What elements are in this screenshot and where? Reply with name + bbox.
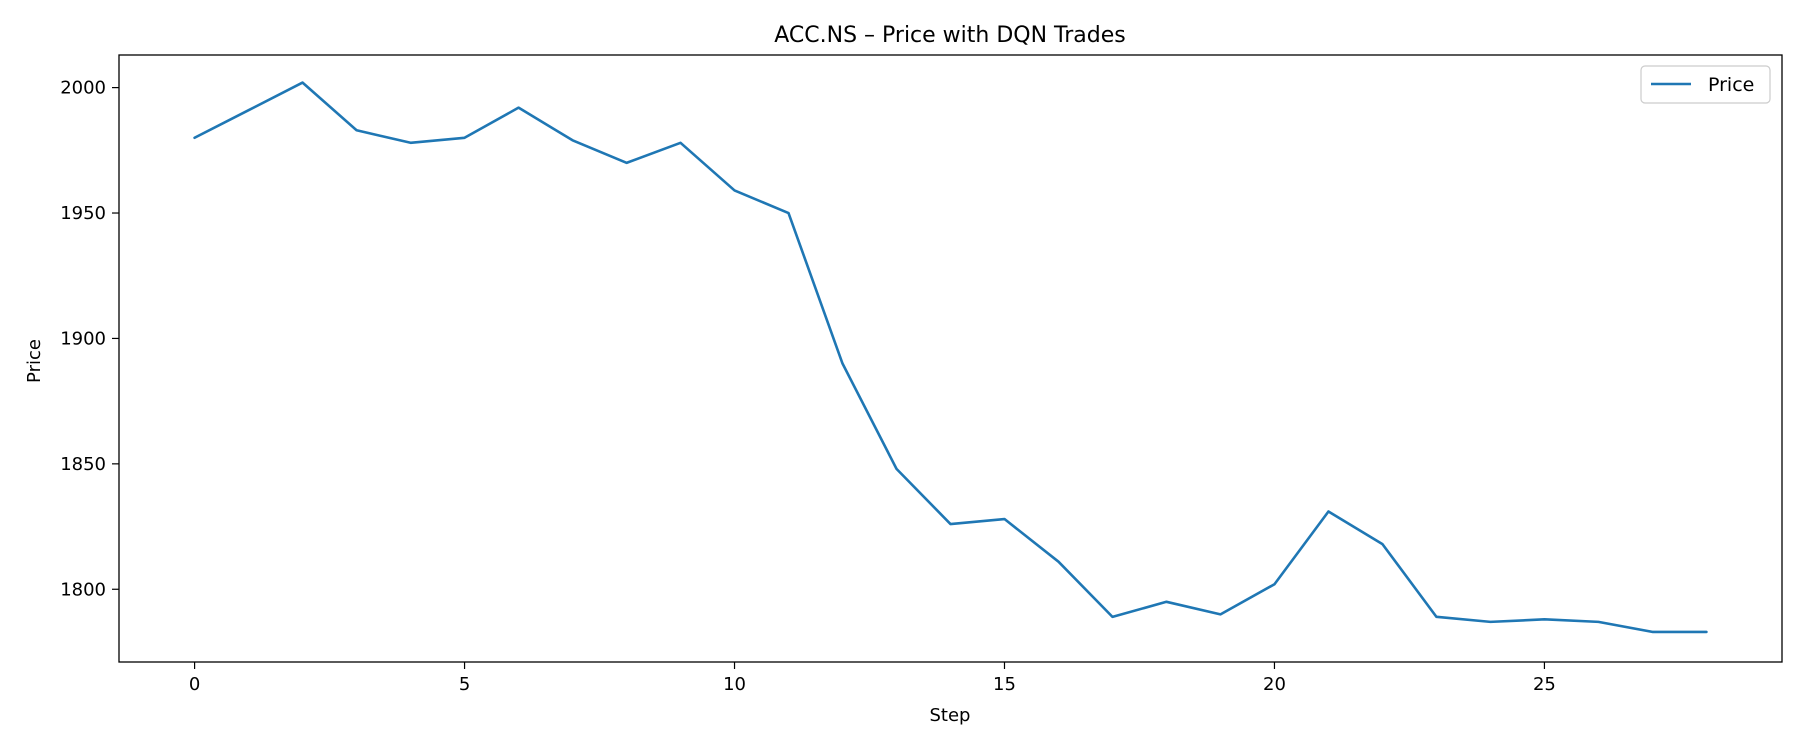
legend: Price [1640, 65, 1771, 104]
x-tick-label: 10 [723, 674, 746, 695]
y-tick-label: 1900 [60, 328, 106, 349]
plot-frame [118, 54, 1783, 663]
plot-area [193, 81, 1708, 634]
x-tick-label: 5 [459, 674, 470, 695]
y-tick-label: 1800 [60, 579, 106, 600]
y-tick-label: 1850 [60, 454, 106, 475]
y-tick-label: 1950 [60, 203, 106, 224]
x-axis-label: Step [930, 705, 971, 726]
legend-label-price: Price [1708, 74, 1754, 96]
series-line-price [193, 81, 1708, 634]
x-tick-label: 25 [1533, 674, 1556, 695]
y-tick-label: 2000 [60, 78, 106, 99]
axis-ticks: 0 5 10 15 20 25 1800 1850 1900 1950 2000 [60, 78, 1556, 695]
chart-title: ACC.NS – Price with DQN Trades [774, 23, 1126, 48]
y-axis-label: Price [24, 339, 45, 383]
x-tick-label: 0 [189, 674, 200, 695]
legend-box [1640, 65, 1771, 104]
x-tick-label: 15 [993, 674, 1016, 695]
x-tick-label: 20 [1263, 674, 1286, 695]
